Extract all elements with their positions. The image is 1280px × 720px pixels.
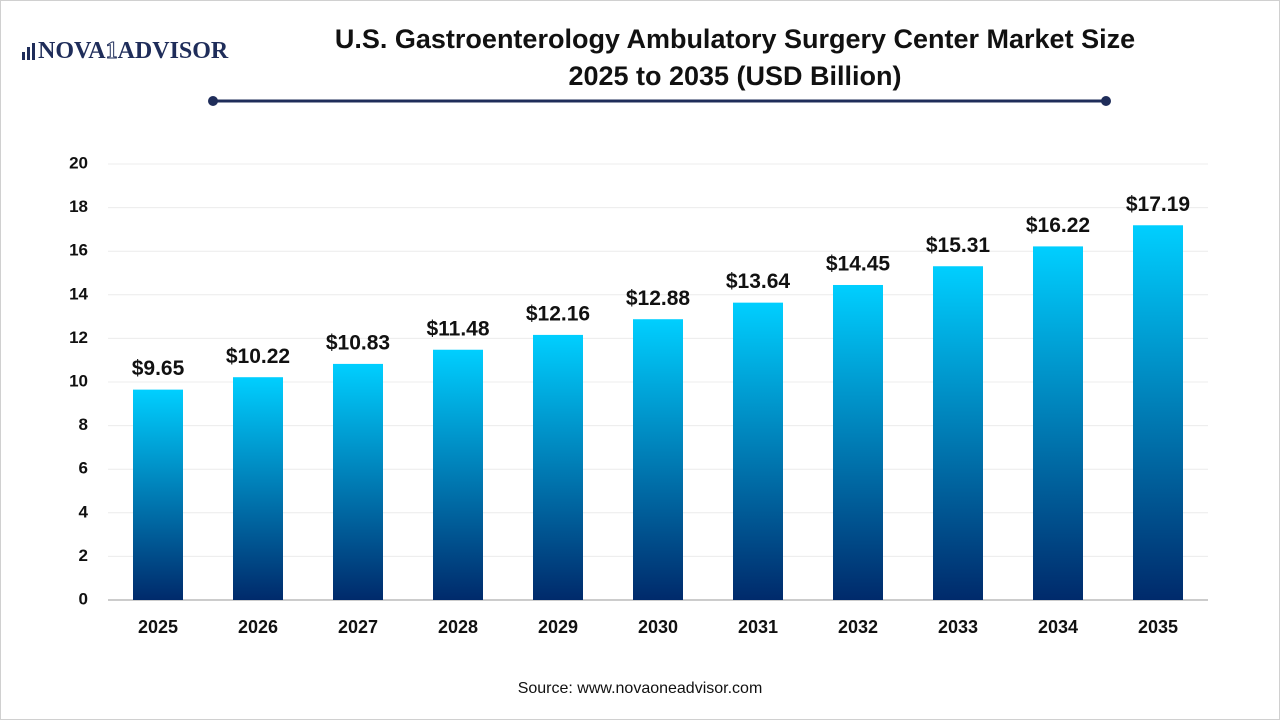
x-tick-label: 2026 xyxy=(238,617,278,637)
logo-icon xyxy=(32,43,35,60)
value-label: $11.48 xyxy=(426,317,489,340)
y-tick-label: 20 xyxy=(69,153,88,172)
logo-text: NOVA1ADVISOR xyxy=(38,38,229,64)
value-label: $10.83 xyxy=(326,331,390,354)
x-tick-label: 2032 xyxy=(838,617,878,637)
logo-icon xyxy=(22,52,25,60)
bar xyxy=(1133,225,1183,600)
title-rule-dot xyxy=(208,96,218,106)
value-label: $9.65 xyxy=(132,357,185,380)
y-tick-label: 6 xyxy=(79,459,88,478)
value-label: $12.88 xyxy=(626,287,691,310)
bar xyxy=(833,284,883,600)
x-tick-label: 2029 xyxy=(538,617,578,637)
value-label: $15.31 xyxy=(926,234,991,257)
y-tick-label: 2 xyxy=(79,546,88,565)
x-tick-label: 2028 xyxy=(438,617,478,637)
bar xyxy=(233,377,283,600)
value-label: $14.45 xyxy=(826,253,891,276)
y-tick-label: 8 xyxy=(79,415,88,434)
y-tick-label: 12 xyxy=(69,328,88,347)
logo-part: ADVISOR xyxy=(118,38,229,64)
bar xyxy=(133,389,183,600)
logo: NOVA1ADVISOR xyxy=(22,37,229,64)
bar xyxy=(733,302,783,600)
value-label: $12.16 xyxy=(526,302,590,325)
y-tick-label: 14 xyxy=(69,284,88,303)
y-tick-label: 16 xyxy=(69,241,88,260)
x-tick-label: 2033 xyxy=(938,617,978,637)
x-tick-label: 2025 xyxy=(138,617,178,637)
x-tick-label: 2027 xyxy=(338,617,378,637)
x-tick-label: 2035 xyxy=(1138,617,1178,637)
logo-icon xyxy=(27,47,30,60)
x-tick-label: 2030 xyxy=(638,617,678,637)
bar xyxy=(633,319,683,600)
bar xyxy=(1033,246,1083,601)
value-label: $13.64 xyxy=(726,270,791,293)
y-tick-label: 18 xyxy=(69,197,88,216)
bar xyxy=(433,349,483,600)
source: Source: www.novaoneadvisor.com xyxy=(518,680,763,697)
chart-title: U.S. Gastroenterology Ambulatory Surgery… xyxy=(335,24,1135,54)
y-tick-label: 0 xyxy=(79,589,88,608)
bar xyxy=(933,266,983,600)
value-label: $17.19 xyxy=(1126,193,1190,216)
value-label: $10.22 xyxy=(226,345,290,368)
y-tick-label: 4 xyxy=(79,502,89,521)
logo-part: 1 xyxy=(106,38,118,64)
logo-part: NOVA xyxy=(38,38,106,64)
chart-subtitle: 2025 to 2035 (USD Billion) xyxy=(568,61,901,91)
bar xyxy=(333,363,383,600)
bar xyxy=(533,334,583,600)
x-tick-label: 2034 xyxy=(1038,617,1078,637)
value-label: $16.22 xyxy=(1026,214,1090,237)
x-tick-label: 2031 xyxy=(738,617,778,637)
y-tick-label: 10 xyxy=(69,371,88,390)
title-rule-dot xyxy=(1101,96,1111,106)
